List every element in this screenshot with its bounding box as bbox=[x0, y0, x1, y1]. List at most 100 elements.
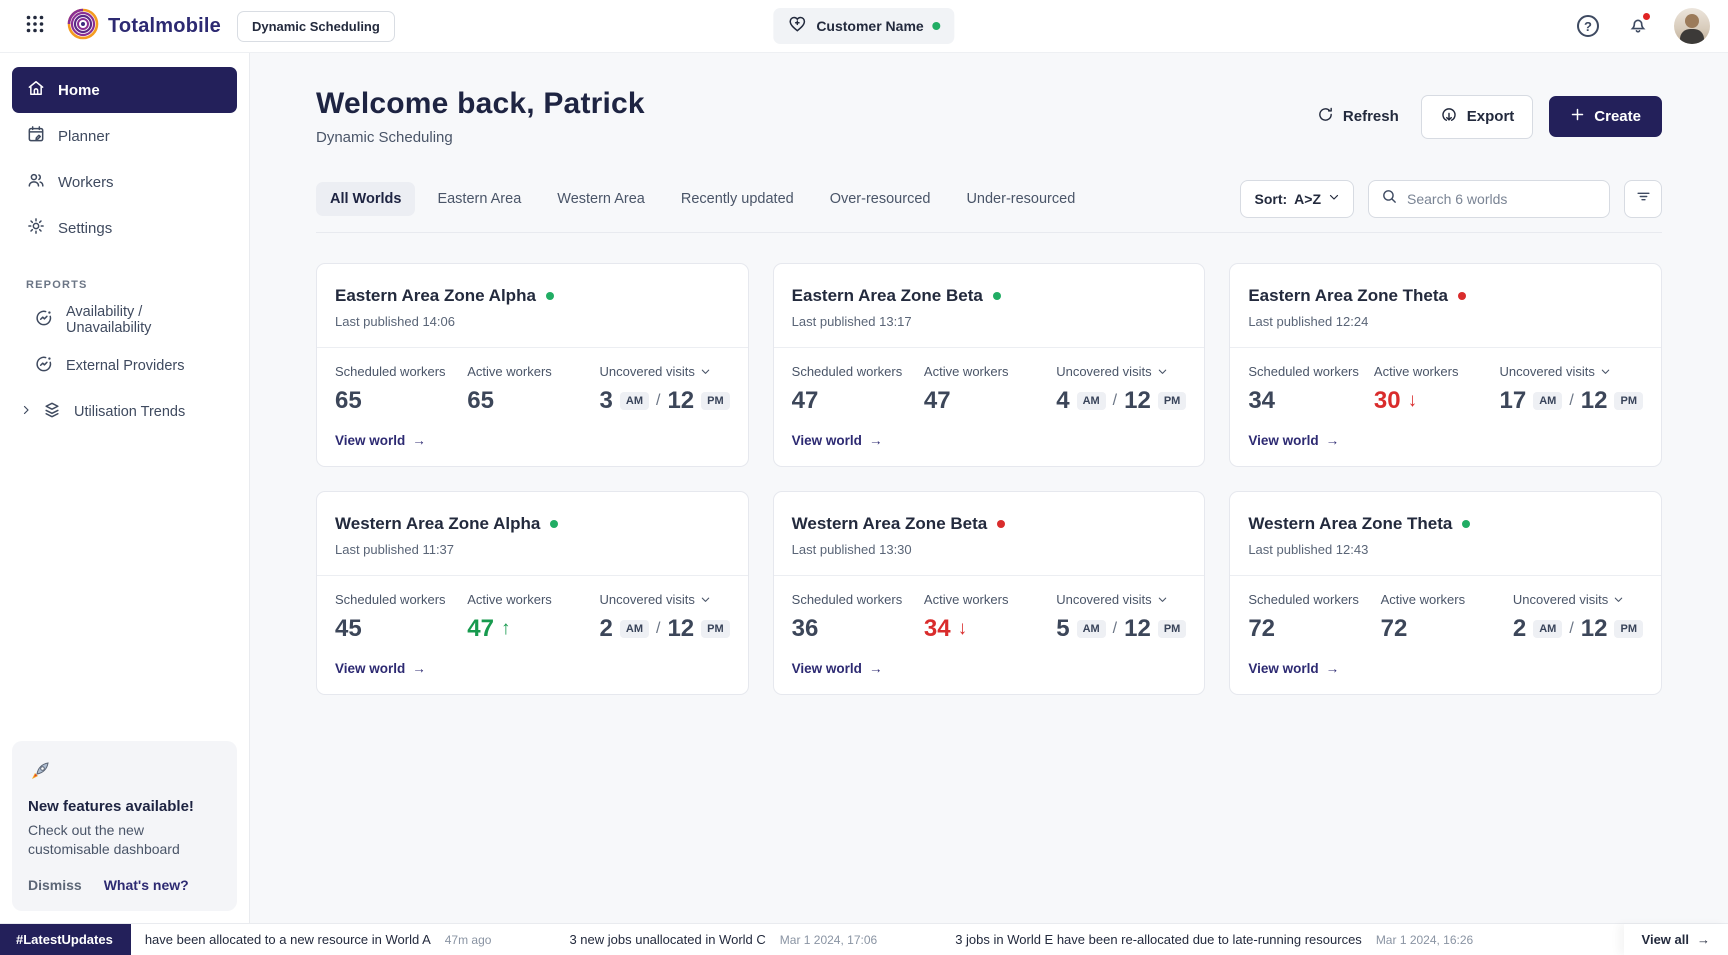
tab-recently-updated[interactable]: Recently updated bbox=[680, 191, 794, 207]
sidebar-item-home[interactable]: Home bbox=[12, 67, 237, 113]
tab-over-resourced[interactable]: Over-resourced bbox=[829, 191, 931, 207]
report-chart-icon bbox=[34, 308, 54, 332]
report-chart-icon bbox=[34, 354, 54, 378]
heart-plus-icon bbox=[787, 14, 807, 39]
arrow-right-icon: → bbox=[1697, 932, 1710, 947]
sidebar-item-label: Home bbox=[58, 81, 100, 99]
scheduled-workers-label: Scheduled workers bbox=[335, 364, 446, 379]
chevron-down-icon bbox=[701, 597, 710, 602]
tab-all-worlds[interactable]: All Worlds bbox=[316, 182, 416, 216]
export-button[interactable]: Export bbox=[1420, 94, 1534, 139]
app-launcher-button[interactable] bbox=[18, 9, 52, 43]
view-world-link[interactable]: View world → bbox=[791, 661, 883, 676]
trend-up-icon: ↑ bbox=[500, 618, 511, 639]
ticker-item: have been allocated to a new resource in… bbox=[144, 932, 492, 947]
uncovered-visits-label[interactable]: Uncovered visits bbox=[1056, 592, 1186, 607]
world-card: Western Area Zone Beta Last published 13… bbox=[772, 491, 1206, 695]
view-world-link[interactable]: View world → bbox=[335, 661, 426, 676]
sidebar-item-planner[interactable]: Planner bbox=[12, 113, 237, 159]
chevron-right-icon bbox=[20, 404, 32, 420]
grid-icon bbox=[26, 15, 44, 38]
sidebar: Home Planner Workers bbox=[0, 53, 250, 923]
pm-badge: PM bbox=[1614, 620, 1643, 638]
world-status-dot bbox=[1457, 292, 1466, 300]
sidebar-item-utilisation-trends[interactable]: Utilisation Trends bbox=[12, 389, 237, 435]
uncovered-visits-value: 2 AM / 12 PM bbox=[600, 615, 730, 643]
view-world-link[interactable]: View world → bbox=[791, 433, 883, 448]
last-published: Last published 13:30 bbox=[791, 542, 912, 557]
create-button[interactable]: Create bbox=[1549, 96, 1662, 137]
view-world-link[interactable]: View world → bbox=[1248, 433, 1340, 448]
dismiss-button[interactable]: Dismiss bbox=[28, 877, 82, 893]
uncovered-visits-label[interactable]: Uncovered visits bbox=[600, 592, 730, 607]
active-workers-value: 30 ↓ bbox=[1373, 387, 1418, 414]
calendar-icon bbox=[26, 124, 46, 148]
arrow-right-icon: → bbox=[412, 433, 426, 448]
world-status-dot bbox=[550, 520, 559, 528]
chevron-down-icon bbox=[1614, 597, 1623, 602]
page-subtitle: Dynamic Scheduling bbox=[316, 129, 453, 146]
product-chip[interactable]: Dynamic Scheduling bbox=[236, 10, 395, 42]
tab-western-area[interactable]: Western Area bbox=[557, 191, 645, 207]
promo-body: Check out the new customisable dashboard bbox=[28, 822, 180, 858]
uncovered-visits-label[interactable]: Uncovered visits bbox=[1500, 364, 1643, 379]
arrow-right-icon: → bbox=[1325, 433, 1340, 448]
uncovered-visits-label[interactable]: Uncovered visits bbox=[1056, 364, 1186, 379]
chevron-down-icon bbox=[1601, 369, 1610, 374]
brand[interactable]: Totalmobile bbox=[66, 7, 221, 46]
whats-new-link[interactable]: What's new? bbox=[103, 877, 189, 893]
scheduled-workers-value: 45 bbox=[335, 615, 362, 642]
scheduled-workers-label: Scheduled workers bbox=[335, 592, 446, 607]
brand-wordmark: Totalmobile bbox=[108, 14, 221, 37]
scheduled-workers-label: Scheduled workers bbox=[791, 364, 903, 379]
last-published: Last published 11:37 bbox=[335, 542, 455, 557]
help-button[interactable]: ? bbox=[1574, 12, 1602, 40]
create-label: Create bbox=[1594, 108, 1641, 125]
ticker-hashtag: #LatestUpdates bbox=[0, 924, 131, 955]
uncovered-visits-label[interactable]: Uncovered visits bbox=[600, 364, 730, 379]
refresh-label: Refresh bbox=[1342, 108, 1399, 125]
bell-icon bbox=[1627, 13, 1649, 40]
world-card: Western Area Zone Theta Last published 1… bbox=[1229, 491, 1662, 695]
trend-down-icon: ↓ bbox=[957, 618, 968, 639]
world-status-dot bbox=[545, 292, 554, 300]
pm-badge: PM bbox=[701, 620, 730, 638]
arrow-right-icon: → bbox=[1325, 661, 1340, 676]
world-title: Western Area Zone Theta bbox=[1248, 514, 1453, 533]
view-world-link[interactable]: View world → bbox=[335, 433, 426, 448]
filter-button[interactable] bbox=[1624, 180, 1662, 218]
search-box bbox=[1368, 180, 1610, 218]
download-icon bbox=[1440, 106, 1458, 128]
sidebar-item-availability[interactable]: Availability / Unavailability bbox=[12, 297, 237, 343]
user-avatar[interactable] bbox=[1674, 8, 1710, 44]
world-cards-grid: Eastern Area Zone Alpha Last published 1… bbox=[316, 263, 1662, 695]
sidebar-item-external-providers[interactable]: External Providers bbox=[12, 343, 237, 389]
uncovered-visits-value: 2 AM / 12 PM bbox=[1513, 615, 1643, 643]
customer-pill[interactable]: Customer Name bbox=[773, 8, 955, 44]
sort-dropdown[interactable]: Sort: A>Z bbox=[1240, 180, 1354, 218]
am-badge: AM bbox=[619, 620, 649, 638]
notifications-button[interactable] bbox=[1624, 12, 1652, 40]
notification-badge bbox=[1642, 12, 1651, 21]
customer-name-label: Customer Name bbox=[816, 18, 924, 34]
search-input[interactable] bbox=[1407, 191, 1597, 207]
pm-badge: PM bbox=[701, 392, 730, 410]
view-world-link[interactable]: View world → bbox=[1248, 661, 1340, 676]
scheduled-workers-value: 65 bbox=[335, 387, 362, 414]
active-workers-label: Active workers bbox=[1373, 364, 1459, 379]
tab-eastern-area[interactable]: Eastern Area bbox=[437, 191, 522, 207]
main-content: Welcome back, Patrick Dynamic Scheduling… bbox=[250, 53, 1728, 923]
refresh-button[interactable]: Refresh bbox=[1311, 96, 1405, 137]
chevron-down-icon bbox=[1328, 190, 1340, 208]
uncovered-visits-label[interactable]: Uncovered visits bbox=[1513, 592, 1643, 607]
active-workers-label: Active workers bbox=[923, 364, 1009, 379]
sidebar-item-workers[interactable]: Workers bbox=[12, 159, 237, 205]
tab-under-resourced[interactable]: Under-resourced bbox=[966, 191, 1076, 207]
view-all-link[interactable]: View all → bbox=[1624, 924, 1728, 955]
scheduled-workers-label: Scheduled workers bbox=[791, 592, 903, 607]
home-icon bbox=[26, 78, 46, 102]
sidebar-item-label: External Providers bbox=[66, 358, 185, 374]
sidebar-item-settings[interactable]: Settings bbox=[12, 205, 237, 251]
am-badge: AM bbox=[1076, 620, 1106, 638]
world-status-dot bbox=[997, 520, 1006, 528]
